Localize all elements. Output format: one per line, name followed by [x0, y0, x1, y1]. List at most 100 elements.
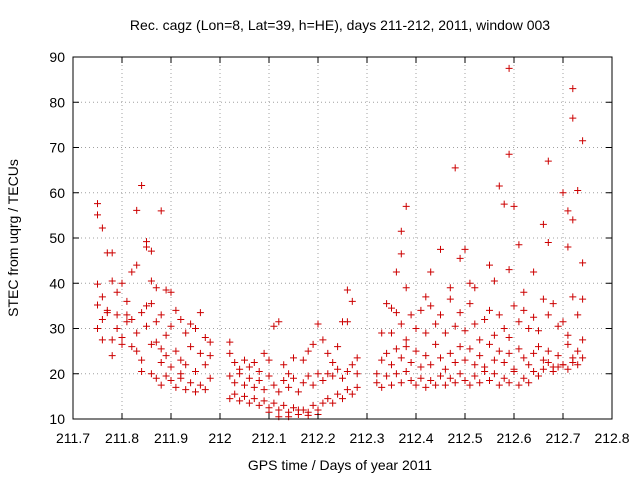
- data-point: [554, 352, 562, 360]
- data-point: [515, 381, 523, 389]
- data-point: [559, 189, 567, 197]
- data-point: [505, 334, 513, 342]
- data-point: [304, 372, 312, 380]
- data-point: [123, 311, 131, 319]
- data-point: [245, 374, 253, 382]
- data-point: [505, 379, 513, 387]
- data-point: [520, 288, 528, 296]
- data-point: [490, 356, 498, 364]
- data-point: [559, 318, 567, 326]
- data-point: [432, 381, 440, 389]
- data-point: [353, 354, 361, 362]
- data-point: [422, 383, 430, 391]
- data-point: [456, 370, 464, 378]
- data-point: [353, 383, 361, 391]
- data-point: [564, 340, 572, 348]
- data-point: [397, 250, 405, 258]
- data-point: [226, 349, 234, 357]
- data-point: [579, 336, 587, 344]
- data-point: [94, 200, 101, 208]
- data-point: [236, 370, 244, 378]
- data-point: [427, 268, 435, 276]
- data-point: [569, 85, 577, 93]
- data-point: [343, 318, 351, 326]
- x-tick-label: 212.1: [251, 430, 286, 446]
- data-point: [549, 367, 557, 375]
- data-point: [505, 266, 513, 274]
- axis-ticks: 211.7 211.8 211.9 212 212.1 212.2 212.3 212.4 21…: [49, 49, 629, 446]
- data-point: [388, 361, 395, 369]
- data-point: [280, 377, 288, 385]
- data-point: [456, 309, 464, 317]
- data-point: [177, 315, 185, 323]
- data-point: [378, 383, 386, 391]
- data-point: [574, 347, 582, 355]
- data-point: [530, 367, 538, 375]
- data-point: [196, 309, 204, 317]
- data-point: [152, 374, 160, 382]
- data-point: [123, 297, 131, 305]
- data-point: [490, 331, 498, 339]
- data-point: [157, 381, 165, 389]
- data-point: [275, 406, 283, 414]
- data-point: [490, 277, 498, 285]
- data-point: [201, 361, 209, 369]
- data-point: [206, 352, 214, 360]
- data-point: [495, 311, 503, 319]
- x-tick-label: 212.4: [398, 430, 433, 446]
- x-tick-label: 211.7: [56, 430, 90, 446]
- data-point: [133, 347, 141, 355]
- data-point: [285, 370, 293, 378]
- data-point: [250, 395, 258, 403]
- data-point: [187, 343, 195, 351]
- data-point: [348, 297, 356, 305]
- data-point: [461, 245, 469, 253]
- data-point: [245, 399, 253, 407]
- data-point: [113, 325, 121, 332]
- data-point: [94, 301, 101, 309]
- data-point: [388, 329, 395, 337]
- data-point: [432, 320, 440, 328]
- data-point: [554, 363, 562, 371]
- data-point: [412, 325, 420, 332]
- x-tick-label: 211.8: [105, 430, 139, 446]
- data-point: [535, 343, 542, 351]
- data-point: [383, 349, 391, 357]
- data-point: [192, 325, 199, 332]
- data-point: [520, 374, 528, 382]
- data-point: [187, 379, 195, 387]
- data-point: [544, 157, 552, 165]
- data-point: [226, 395, 234, 403]
- x-axis-title: GPS time / Days of year 2011: [248, 457, 432, 473]
- data-point: [441, 381, 449, 389]
- data-point: [147, 370, 155, 378]
- data-point: [172, 383, 180, 391]
- data-point: [167, 363, 175, 371]
- data-point: [441, 365, 449, 373]
- data-point: [520, 306, 528, 314]
- data-point: [138, 182, 146, 190]
- data-point: [579, 259, 587, 267]
- data-point: [260, 386, 268, 394]
- data-point: [128, 315, 136, 323]
- grid-lines: [73, 57, 612, 419]
- data-point: [324, 370, 332, 378]
- data-point: [446, 349, 454, 357]
- data-point: [182, 386, 190, 394]
- data-point: [334, 365, 342, 373]
- data-point: [402, 284, 410, 292]
- data-point: [192, 388, 199, 396]
- data-point: [226, 338, 234, 346]
- data-point: [108, 249, 116, 257]
- data-point: [505, 150, 513, 158]
- data-point: [437, 372, 444, 380]
- data-point: [397, 354, 405, 362]
- x-tick-label: 212.3: [349, 430, 384, 446]
- data-point: [118, 340, 126, 348]
- data-point: [539, 220, 547, 228]
- data-point: [451, 358, 459, 366]
- data-point: [123, 318, 131, 326]
- data-point: [334, 390, 342, 398]
- data-point: [255, 377, 263, 385]
- data-point: [422, 352, 430, 360]
